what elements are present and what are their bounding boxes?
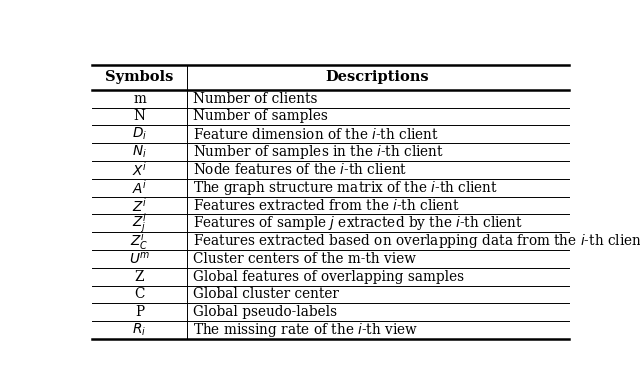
Text: Global features of overlapping samples: Global features of overlapping samples xyxy=(193,270,464,283)
Text: $D_i$: $D_i$ xyxy=(132,126,147,142)
Text: m: m xyxy=(133,91,146,106)
Text: Z: Z xyxy=(135,270,144,283)
Text: $X^i$: $X^i$ xyxy=(132,161,147,179)
Text: The graph structure matrix of the $i$-th client: The graph structure matrix of the $i$-th… xyxy=(193,179,498,197)
Text: Node features of the $i$-th client: Node features of the $i$-th client xyxy=(193,162,407,178)
Text: The missing rate of the $i$-th view: The missing rate of the $i$-th view xyxy=(193,321,417,339)
Text: Symbols: Symbols xyxy=(106,70,173,84)
Text: Global pseudo-labels: Global pseudo-labels xyxy=(193,305,337,319)
Text: $Z^i_C$: $Z^i_C$ xyxy=(131,230,148,252)
Text: Cluster centers of the m-th view: Cluster centers of the m-th view xyxy=(193,252,415,266)
Text: $A^i$: $A^i$ xyxy=(132,179,147,197)
Text: Feature dimension of the $i$-th client: Feature dimension of the $i$-th client xyxy=(193,127,438,142)
Text: $U^m$: $U^m$ xyxy=(129,251,150,267)
Text: $R_i$: $R_i$ xyxy=(132,322,147,338)
Text: Number of clients: Number of clients xyxy=(193,91,317,106)
Text: $N_i$: $N_i$ xyxy=(132,144,147,160)
Text: Global cluster center: Global cluster center xyxy=(193,287,339,301)
Text: Number of samples: Number of samples xyxy=(193,109,328,124)
Text: Features extracted based on overlapping data from the $i$-th client: Features extracted based on overlapping … xyxy=(193,232,640,250)
Text: C: C xyxy=(134,287,145,301)
Text: $Z^i$: $Z^i$ xyxy=(132,197,147,214)
Text: Descriptions: Descriptions xyxy=(326,70,429,84)
Text: Features extracted from the $i$-th client: Features extracted from the $i$-th clien… xyxy=(193,198,460,213)
Text: P: P xyxy=(135,305,144,319)
Text: Features of sample $j$ extracted by the $i$-th client: Features of sample $j$ extracted by the … xyxy=(193,214,523,232)
Text: Number of samples in the $i$-th client: Number of samples in the $i$-th client xyxy=(193,143,444,161)
Text: N: N xyxy=(134,109,145,124)
Text: $Z^i_j$: $Z^i_j$ xyxy=(132,212,147,235)
